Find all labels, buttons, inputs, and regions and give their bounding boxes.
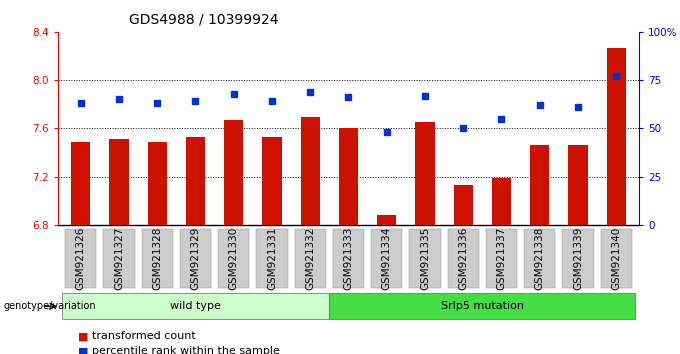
Text: GSM921337: GSM921337 [496, 227, 507, 290]
Text: percentile rank within the sample: percentile rank within the sample [92, 346, 279, 354]
FancyBboxPatch shape [562, 229, 594, 288]
Text: GSM921332: GSM921332 [305, 227, 316, 290]
FancyBboxPatch shape [65, 229, 97, 288]
FancyBboxPatch shape [486, 229, 517, 288]
Bar [224, 120, 243, 225]
Text: GSM921336: GSM921336 [458, 227, 469, 290]
Bar [71, 142, 90, 225]
Text: GSM921326: GSM921326 [75, 227, 86, 290]
Bar [62, 293, 329, 319]
Bar [568, 145, 588, 225]
Text: GDS4988 / 10399924: GDS4988 / 10399924 [129, 12, 279, 27]
Text: GSM921335: GSM921335 [420, 227, 430, 290]
Bar [377, 215, 396, 225]
Text: wild type: wild type [170, 301, 221, 311]
Text: GSM921334: GSM921334 [381, 227, 392, 290]
Bar [329, 293, 635, 319]
FancyBboxPatch shape [524, 229, 556, 288]
Bar [148, 142, 167, 225]
FancyBboxPatch shape [371, 229, 403, 288]
FancyBboxPatch shape [103, 229, 135, 288]
Text: GSM921339: GSM921339 [573, 227, 583, 290]
Text: genotype/variation: genotype/variation [3, 301, 96, 311]
FancyBboxPatch shape [600, 229, 632, 288]
Text: GSM921340: GSM921340 [611, 227, 622, 290]
FancyBboxPatch shape [333, 229, 364, 288]
Bar [301, 118, 320, 225]
FancyBboxPatch shape [409, 229, 441, 288]
Bar [109, 139, 129, 225]
Text: GSM921328: GSM921328 [152, 227, 163, 290]
Bar [607, 47, 626, 225]
Text: ■: ■ [78, 346, 88, 354]
FancyBboxPatch shape [294, 229, 326, 288]
Text: GSM921330: GSM921330 [228, 227, 239, 290]
Bar [454, 185, 473, 225]
Bar [492, 178, 511, 225]
Text: GSM921327: GSM921327 [114, 227, 124, 290]
Text: GSM921338: GSM921338 [534, 227, 545, 290]
Text: Srlp5 mutation: Srlp5 mutation [441, 301, 524, 311]
Text: transformed count: transformed count [92, 331, 196, 341]
Text: GSM921331: GSM921331 [267, 227, 277, 290]
FancyBboxPatch shape [447, 229, 479, 288]
Bar [530, 145, 549, 225]
FancyBboxPatch shape [180, 229, 211, 288]
Text: GSM921329: GSM921329 [190, 227, 201, 290]
FancyBboxPatch shape [141, 229, 173, 288]
Bar [415, 122, 435, 225]
Bar [339, 129, 358, 225]
FancyBboxPatch shape [256, 229, 288, 288]
Bar [262, 137, 282, 225]
Text: ■: ■ [78, 331, 88, 341]
Bar [186, 137, 205, 225]
Text: GSM921333: GSM921333 [343, 227, 354, 290]
FancyBboxPatch shape [218, 229, 250, 288]
